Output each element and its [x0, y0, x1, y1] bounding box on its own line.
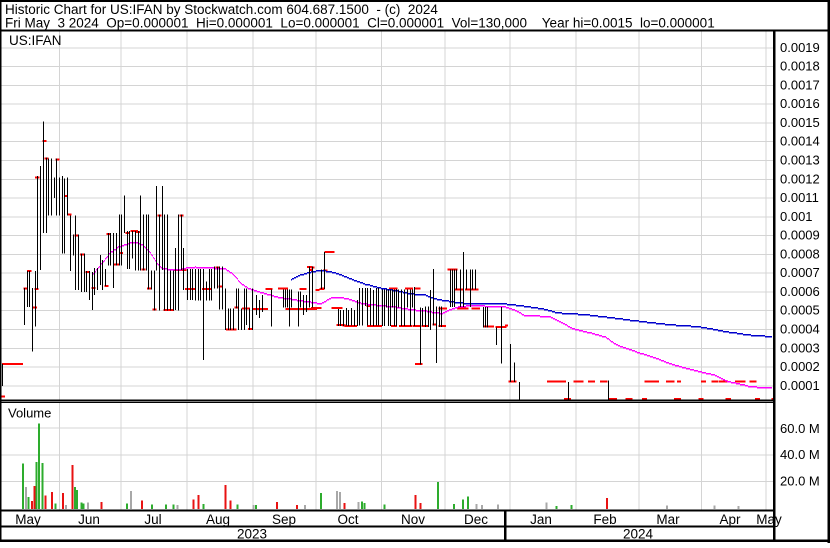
svg-text:Volume: Volume: [8, 406, 51, 421]
svg-text:2024: 2024: [623, 527, 654, 542]
svg-text:20.0 M: 20.0 M: [780, 473, 820, 488]
svg-text:0.0015: 0.0015: [780, 115, 820, 130]
svg-text:0.0003: 0.0003: [780, 340, 820, 355]
svg-text:0.0006: 0.0006: [780, 284, 820, 299]
svg-text:Jul: Jul: [144, 512, 161, 527]
svg-text:40.0 M: 40.0 M: [780, 447, 820, 462]
svg-text:60.0 M: 60.0 M: [780, 421, 820, 436]
svg-text:May: May: [756, 512, 782, 527]
svg-text:0.0018: 0.0018: [780, 59, 820, 74]
svg-text:0.0017: 0.0017: [780, 77, 820, 92]
svg-text:Sep: Sep: [272, 512, 296, 527]
svg-text:0.0012: 0.0012: [780, 171, 820, 186]
svg-text:0.0001: 0.0001: [780, 378, 820, 393]
svg-text:0.0013: 0.0013: [780, 153, 820, 168]
svg-text:0.0004: 0.0004: [780, 322, 820, 337]
svg-text:Mar: Mar: [656, 512, 680, 527]
svg-text:0.001: 0.001: [780, 209, 813, 224]
svg-text:0.0008: 0.0008: [780, 246, 820, 261]
svg-text:Apr: Apr: [719, 512, 741, 527]
svg-text:Fri May 3 2024 Op=0.000001: Fri May 3 2024 Op=0.000001 Hi=0.000001 L…: [5, 16, 715, 31]
svg-text:May: May: [15, 512, 41, 527]
svg-text:0.0007: 0.0007: [780, 265, 820, 280]
svg-text:0.0002: 0.0002: [780, 359, 820, 374]
svg-text:0.0016: 0.0016: [780, 96, 820, 111]
svg-text:US:IFAN: US:IFAN: [9, 33, 62, 48]
svg-text:2023: 2023: [237, 527, 267, 542]
svg-text:Dec: Dec: [464, 512, 488, 527]
svg-text:0.0011: 0.0011: [780, 190, 819, 205]
svg-text:Oct: Oct: [337, 512, 358, 527]
svg-text:0.0014: 0.0014: [780, 134, 820, 149]
svg-text:Nov: Nov: [401, 512, 425, 527]
svg-text:Aug: Aug: [206, 512, 230, 527]
svg-text:0.0019: 0.0019: [780, 40, 820, 55]
svg-text:0.0009: 0.0009: [780, 228, 820, 243]
svg-text:Jun: Jun: [78, 512, 100, 527]
svg-text:Jan: Jan: [530, 512, 552, 527]
svg-text:0.0005: 0.0005: [780, 303, 820, 318]
svg-text:Feb: Feb: [593, 512, 616, 527]
